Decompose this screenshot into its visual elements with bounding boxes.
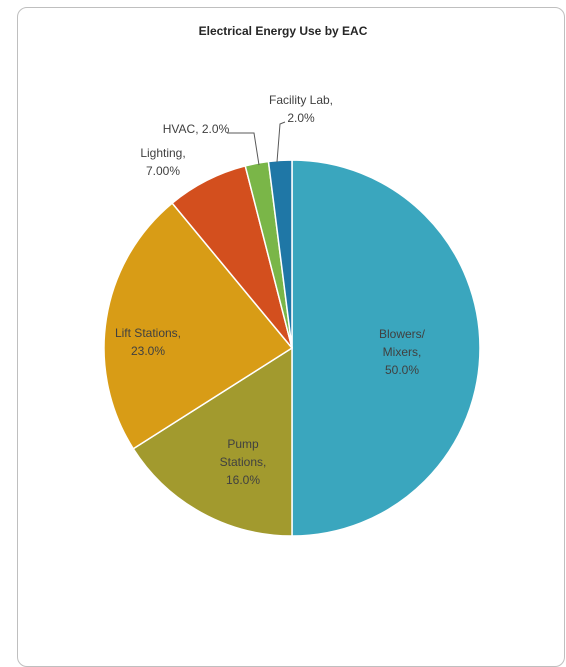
data-label-lighting: Lighting, 7.00% xyxy=(140,146,185,178)
pie-chart: Blowers/Mixers, 50.0% Pump Stations, 16.0% Li… xyxy=(103,93,481,537)
data-labels: Blowers/Mixers, 50.0% Pump Stations, 16.0% Li… xyxy=(115,93,426,487)
pie-slice-lift-stations xyxy=(103,202,294,450)
data-label-blowers-mixers: Blowers/Mixers, 50.0% xyxy=(379,327,426,377)
pie-slice-facility-lab xyxy=(267,159,293,349)
pie-slice-blowers-mixers xyxy=(291,159,481,537)
leader-line-hvac xyxy=(227,132,260,166)
data-label-lift-stations: Lift Stations, 23.0% xyxy=(115,326,181,358)
data-label-pump-stations: Pump Stations, 16.0% xyxy=(220,437,267,487)
pie-slice-pump-stations xyxy=(132,346,293,537)
chart-title: Electrical Energy Use by EAC xyxy=(198,24,368,38)
pie-slices xyxy=(103,159,481,537)
data-label-facility-lab: Facility Lab, 2.0% xyxy=(269,93,333,125)
data-label-hvac: HVAC, 2.0% xyxy=(163,122,230,136)
leader-lines xyxy=(227,121,286,166)
leader-line-facility-lab xyxy=(276,121,286,163)
